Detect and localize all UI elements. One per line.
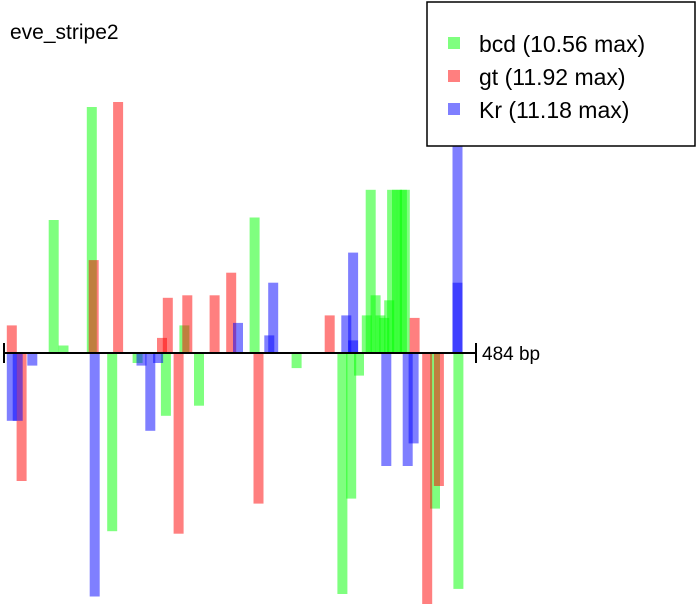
site-bar-bcd-2 [86,107,97,353]
site-bar-bcd-7 [194,353,204,406]
site-bar-gt-8 [209,295,220,353]
site-bar-kr-0 [6,353,17,421]
chart-title: eve_stripe2 [10,21,119,44]
site-bar-gt-7 [182,295,193,353]
site-bar-gt-14 [433,353,444,486]
site-bar-gt-4 [157,337,167,353]
site-bar-kr-12 [348,252,359,353]
site-bar-bcd-11 [346,353,357,499]
legend-label-kr: Kr (11.18 max) [479,97,629,123]
site-bar-gt-3 [113,102,124,353]
site-bar-kr-1 [12,353,23,421]
site-bar-gt-13 [422,353,433,604]
site-bar-bcd-10 [337,353,348,594]
site-bar-bcd-24 [453,353,464,589]
site-bar-kr-5 [145,353,156,431]
site-bar-bcd-9 [291,353,302,369]
site-bar-gt-5 [162,297,173,353]
legend-box [426,1,696,147]
site-bar-gt-0 [6,325,17,353]
legend-swatch-kr [448,103,460,115]
site-bar-kr-6 [153,353,164,363]
site-bar-bcd-1 [58,345,69,353]
site-bar-gt-12 [409,317,420,353]
site-bar-kr-17 [452,102,463,353]
legend-swatch-gt [448,70,460,82]
site-bar-bcd-3 [107,353,118,532]
site-bar-kr-3 [89,353,100,597]
site-bar-gt-11 [324,315,335,353]
site-bar-kr-2 [27,353,38,366]
legend: bcd (10.56 max) gt (11.92 max) Kr (11.18… [426,1,696,147]
site-bar-bcd-0 [48,220,59,353]
site-bar-kr-9 [268,282,279,353]
site-bar-bcd-14 [365,189,376,353]
site-bar-bcd-22 [399,189,410,353]
site-bar-bcd-8 [249,217,260,353]
site-bar-kr-10 [341,315,352,353]
legend-label-gt: gt (11.92 max) [479,64,626,90]
legend-swatch-bcd [448,37,460,49]
sequence-length-label: 484 bp [482,344,540,365]
site-bar-bcd-5 [160,353,171,416]
site-bar-gt-9 [226,272,237,353]
site-bar-kr-15 [408,353,419,444]
site-bar-kr-4 [136,353,147,366]
bars-layer [6,102,464,604]
site-bar-kr-7 [233,322,243,353]
site-bar-kr-14 [402,353,413,466]
site-bar-kr-13 [381,353,392,466]
site-bar-bcd-12 [354,353,364,376]
legend-label-bcd: bcd (10.56 max) [479,31,645,57]
site-bar-gt-6 [173,353,184,534]
site-bar-gt-10 [253,353,264,504]
site-bar-gt-2 [88,260,99,353]
